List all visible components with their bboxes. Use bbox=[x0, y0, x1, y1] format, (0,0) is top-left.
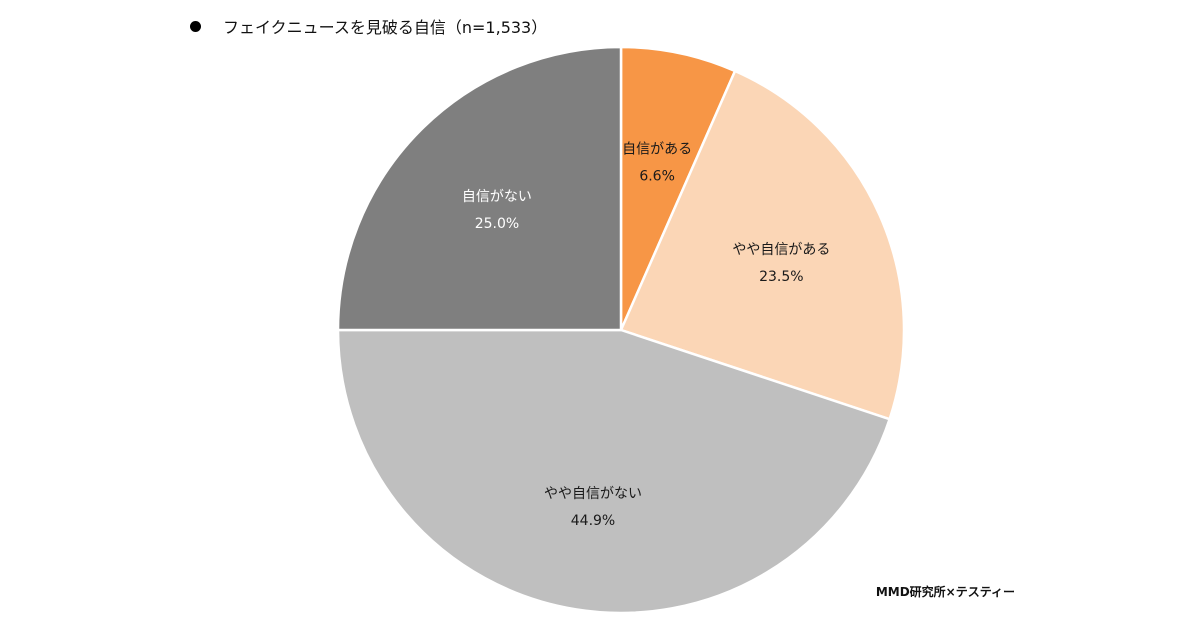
pie-slice-3 bbox=[336, 328, 891, 615]
bullet-icon bbox=[190, 20, 201, 32]
slice-category-label: 自信がある bbox=[622, 141, 692, 157]
chart-title: フェイクニュースを見破る自信（n=1,533） bbox=[223, 18, 548, 37]
pie-slices bbox=[336, 45, 906, 615]
pie-slice-2 bbox=[619, 69, 906, 421]
slice-value-label: 44.9% bbox=[571, 513, 615, 529]
pie-labels: 自信がある 6.6% やや自信がある 23.5% やや自信がない 44.9% 自信がない 25… bbox=[462, 141, 830, 529]
slice-category-label: やや自信がない bbox=[544, 486, 642, 502]
slice-category-label: 自信がない bbox=[462, 189, 532, 205]
slice-value-label: 23.5% bbox=[759, 269, 803, 285]
slice-value-label: 6.6% bbox=[639, 168, 675, 184]
slice-category-label: やや自信がある bbox=[732, 242, 830, 258]
slice-value-label: 25.0% bbox=[475, 216, 519, 232]
source-credit: MMD研究所×テスティー bbox=[875, 585, 1015, 599]
pie-slice-4 bbox=[336, 45, 623, 332]
pie-slice-1 bbox=[619, 45, 737, 332]
chart-title-row: フェイクニュースを見破る自信（n=1,533） bbox=[190, 14, 547, 38]
